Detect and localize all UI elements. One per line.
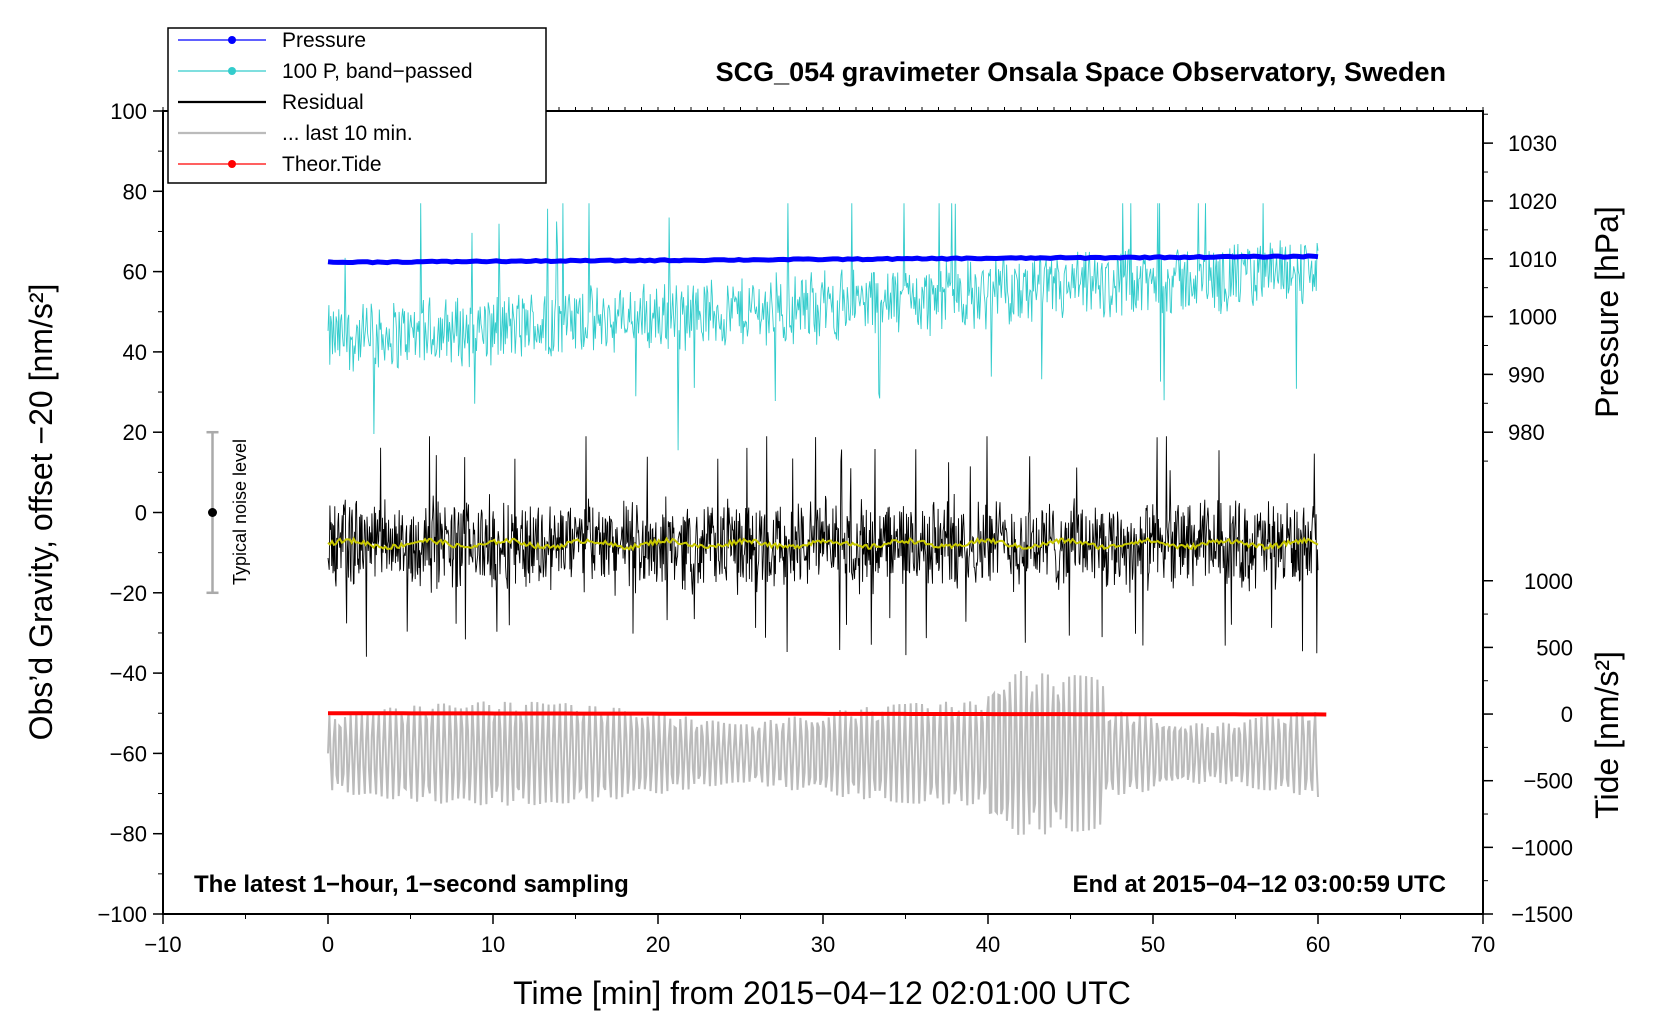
tide-tick-label: 500 <box>1536 635 1573 660</box>
pressure-tick-label: 980 <box>1508 420 1545 445</box>
tide-tick-label: −1500 <box>1511 902 1573 927</box>
y-axis-tide-title: Tide [nm/s²] <box>1589 651 1625 819</box>
series-mean-line <box>327 536 1319 552</box>
y-tick-label: −60 <box>110 741 147 766</box>
y-tick-label: −100 <box>97 902 147 927</box>
x-tick-label: 20 <box>646 932 670 957</box>
legend-label-residual: Residual <box>282 91 364 114</box>
x-tick-label: 50 <box>1141 932 1165 957</box>
x-tick-label: 60 <box>1306 932 1330 957</box>
legend-label-pressure: Pressure <box>282 29 366 52</box>
y-tick-label: −40 <box>110 661 147 686</box>
noise-bar-point <box>208 508 217 517</box>
y-tick-label: 0 <box>135 501 147 526</box>
y-tick-label: −80 <box>110 822 147 847</box>
legend-label-bandpassed: 100 P, band−passed <box>282 60 473 83</box>
legend-box <box>167 27 547 184</box>
y-tick-label: 40 <box>123 340 147 365</box>
x-tick-label: 40 <box>976 932 1000 957</box>
legend-item-last10: ... last 10 min. <box>178 122 413 145</box>
legend-label-last10: ... last 10 min. <box>282 122 413 145</box>
legend-item-bandpassed: 100 P, band−passed <box>178 60 473 83</box>
plot-frame <box>162 110 1484 915</box>
y-tick-label: −20 <box>110 581 147 606</box>
pressure-tick-label: 1000 <box>1508 305 1557 330</box>
legend-item-pressure: Pressure <box>178 29 366 52</box>
y-tick-label: 80 <box>123 179 147 204</box>
legend-marker-pressure <box>228 36 236 44</box>
y-tick-label: 100 <box>110 99 147 124</box>
tide-tick-label: −500 <box>1523 769 1573 794</box>
legend-marker-bandpassed <box>228 67 236 75</box>
y-axis-pressure-title: Pressure [hPa] <box>1589 206 1625 418</box>
legend-item-tide: Theor.Tide <box>178 153 382 176</box>
y-tick-label: 60 <box>123 260 147 285</box>
noise-level-label: Typical noise level <box>230 439 250 585</box>
annotation-right: End at 2015−04−12 03:00:59 UTC <box>1072 871 1446 898</box>
y-tick-label: 20 <box>123 420 147 445</box>
series-bandpassed-line <box>327 203 1319 451</box>
x-tick-label: 30 <box>811 932 835 957</box>
legend-item-residual: Residual <box>178 91 364 114</box>
series-layer <box>206 203 1327 835</box>
ticks-layer: −10 0 10 20 30 40 50 60 70−100−80−60−40−20020406… <box>97 99 1573 957</box>
series-last10-line <box>327 670 1319 835</box>
y-axis-left-title: Obs’d Gravity, offset −20 [nm/s²] <box>23 284 59 741</box>
pressure-tick-label: 1010 <box>1508 247 1557 272</box>
x-axis-title: Time [min] from 2015−04−12 02:01:00 UTC <box>513 975 1131 1011</box>
series-pressure-line <box>327 253 1319 266</box>
annotation-left: The latest 1−hour, 1−second sampling <box>194 871 629 898</box>
series-residual-line <box>327 436 1319 657</box>
x-tick-label: 0 <box>322 932 334 957</box>
series-tide-line <box>328 711 1327 717</box>
pressure-tick-label: 1020 <box>1508 189 1557 214</box>
chart-title: SCG_054 gravimeter Onsala Space Observat… <box>716 57 1446 87</box>
tide-tick-label: −1000 <box>1511 835 1573 860</box>
pressure-tick-label: 1030 <box>1508 131 1557 156</box>
pressure-tick-label: 990 <box>1508 362 1545 387</box>
legend: Pressure 100 P, band−passed Residual ...… <box>167 27 547 184</box>
legend-marker-tide <box>228 160 236 168</box>
legend-label-tide: Theor.Tide <box>282 153 382 176</box>
x-tick-label: −10 <box>144 932 181 957</box>
tide-tick-label: 1000 <box>1524 569 1573 594</box>
x-tick-label: 10 <box>481 932 505 957</box>
x-tick-label: 70 <box>1471 932 1495 957</box>
tide-tick-label: 0 <box>1561 702 1573 727</box>
